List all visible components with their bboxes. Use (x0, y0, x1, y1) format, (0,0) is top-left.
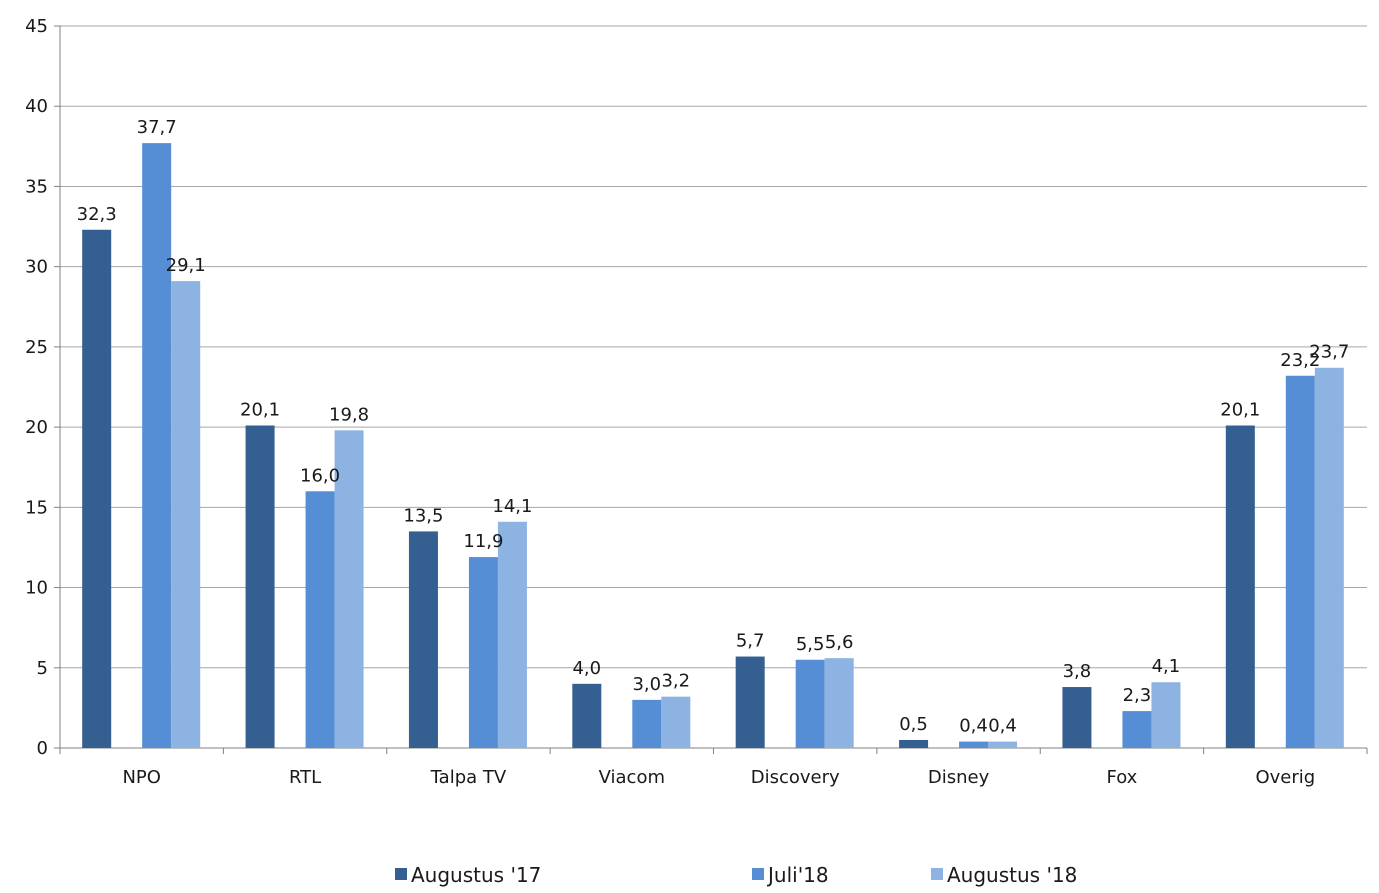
y-tick-label: 5 (37, 658, 48, 679)
bar (824, 658, 854, 748)
data-labels: 32,3 20,1 13,5 4,0 5,7 0,5 3,8 20,1 37,7 16,0 11,9… (77, 117, 1350, 736)
bar (497, 521, 527, 748)
data-label: 32,3 (77, 204, 117, 225)
y-tick-label: 40 (25, 96, 48, 117)
data-label: 13,5 (403, 505, 443, 526)
data-label: 0,5 (899, 714, 928, 735)
bar (572, 683, 602, 748)
gridlines (60, 25, 1367, 669)
bar (1285, 375, 1315, 748)
legend-swatch (931, 868, 943, 880)
data-label: 5,7 (736, 631, 765, 652)
legend-label: Juli'18 (766, 863, 829, 887)
data-label: 2,3 (1123, 685, 1152, 706)
data-label: 23,7 (1309, 342, 1349, 363)
data-label: 29,1 (166, 255, 206, 276)
legend-label: Augustus '18 (947, 863, 1077, 887)
data-label: 20,1 (240, 400, 280, 421)
bar (142, 143, 172, 748)
x-tick-label: Viacom (599, 767, 665, 788)
bar (468, 557, 498, 748)
x-tick-label: Fox (1107, 767, 1138, 788)
y-axis: 0 5 10 15 20 25 30 35 40 45 (25, 16, 61, 759)
bar (988, 741, 1018, 748)
data-label: 3,2 (661, 671, 690, 692)
bar (1062, 687, 1092, 748)
data-label: 14,1 (492, 496, 532, 517)
y-tick-label: 10 (25, 578, 48, 599)
bar (334, 430, 364, 748)
bar (899, 739, 929, 748)
bar (1225, 425, 1255, 748)
bar (1151, 682, 1181, 748)
data-label: 4,0 (572, 658, 601, 679)
y-tick-label: 20 (25, 417, 48, 438)
bar (1314, 367, 1344, 748)
legend-label: Augustus '17 (411, 863, 541, 887)
data-label: 5,5 (796, 634, 825, 655)
x-tick-label: RTL (289, 767, 321, 788)
y-tick-label: 35 (25, 176, 48, 197)
data-label: 23,2 (1280, 350, 1320, 371)
data-label: 19,8 (329, 404, 369, 425)
bar (305, 491, 335, 748)
y-tick-label: 30 (25, 257, 48, 278)
legend-swatch (395, 868, 407, 880)
legend: Augustus '17 Juli'18 Augustus '18 (395, 863, 1077, 887)
bar (959, 741, 989, 748)
data-label: 20,1 (1220, 400, 1260, 421)
data-label: 16,0 (300, 465, 340, 486)
data-label: 5,6 (825, 632, 854, 653)
y-tick-label: 0 (37, 738, 48, 759)
bar (408, 531, 438, 748)
bar (795, 659, 825, 748)
bar (735, 656, 765, 748)
x-axis: NPO RTL Talpa TV Viacom Discovery Disney Fox Ov… (59, 747, 1368, 788)
data-label: 0,4 (959, 716, 988, 737)
data-label: 37,7 (137, 117, 177, 138)
bar (632, 699, 662, 748)
x-tick-label: Discovery (751, 767, 840, 788)
y-tick-label: 25 (25, 337, 48, 358)
bar (171, 281, 201, 748)
data-label: 3,8 (1063, 661, 1092, 682)
bar (82, 229, 112, 748)
x-tick-label: NPO (122, 767, 161, 788)
y-tick-label: 15 (25, 497, 48, 518)
data-label: 3,0 (632, 674, 661, 695)
legend-swatch (752, 868, 764, 880)
x-tick-label: Disney (928, 767, 990, 788)
data-label: 11,9 (463, 531, 503, 552)
bar (245, 425, 275, 748)
data-label: 4,1 (1152, 656, 1181, 677)
y-tick-label: 45 (25, 16, 48, 37)
data-label: 0,4 (988, 716, 1017, 737)
x-tick-label: Overig (1255, 767, 1315, 788)
bar (661, 696, 691, 748)
x-tick-label: Talpa TV (430, 767, 507, 788)
bar (1122, 711, 1152, 748)
bars (82, 143, 1344, 748)
